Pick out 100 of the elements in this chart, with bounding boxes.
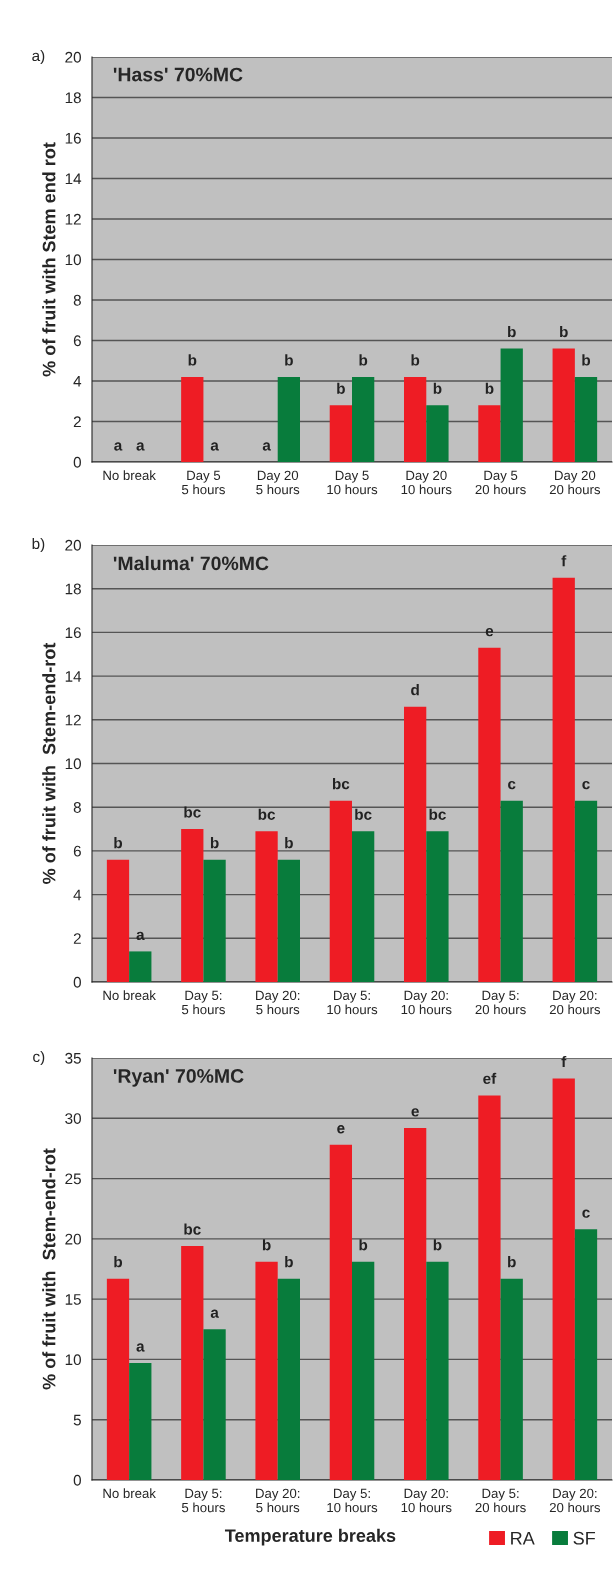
data-label: b [411,354,420,366]
x-tick-label: No break [103,1488,156,1499]
data-label: e [337,1125,345,1134]
bar [255,1261,278,1480]
bar [277,859,300,982]
bar [404,1127,427,1480]
data-label: b [285,354,293,366]
y-tick-label: 10 [65,1354,81,1366]
data-label: b [560,326,568,338]
data-label: a [114,442,123,451]
y-tick-label: 25 [65,1173,81,1185]
y-tick-label: 35 [65,1052,81,1064]
y-tick-label: 16 [65,627,81,639]
bar [277,1278,300,1480]
bar [181,1246,204,1480]
data-label: a [136,442,145,451]
data-label: b [582,354,591,366]
data-label: c [582,780,590,790]
data-label: b [508,326,516,338]
x-tick-label: Day 20: 10 hours [401,990,452,1015]
y-axis-title: % of fruit with Stem-end-rot [42,642,56,884]
y-tick-label: 20 [65,1233,81,1245]
x-tick-label: Day 20: 10 hours [401,1488,452,1513]
y-tick-label: 20 [65,51,81,63]
data-label: b [485,382,494,394]
data-label: b [114,837,123,849]
x-tick-label: Day 20 10 hours [401,470,452,495]
bar [500,348,523,462]
data-label: a [210,1309,219,1318]
bar [404,706,427,982]
x-tick-label: Day 5: 10 hours [327,1488,378,1513]
bar [478,647,501,982]
bar [426,831,449,982]
y-tick-label: 10 [65,758,81,770]
y-tick-label: 8 [73,294,81,306]
y-tick-label: 14 [65,671,82,682]
x-axis-title: Temperature breaks [224,1528,396,1546]
x-tick-label: Day 20 20 hours [549,470,601,495]
bar [478,405,501,462]
y-tick-label: 0 [73,456,81,468]
y-tick-label: 0 [73,976,81,988]
y-axis-title: % of fruit with Stem-end-rot [42,1148,56,1390]
bar [181,829,204,982]
y-tick-label: 6 [73,845,81,857]
bar [203,1329,226,1480]
data-label: f [561,555,567,567]
data-label: b [114,1256,123,1268]
bar [181,376,204,462]
x-tick-label: Day 5: 20 hours [475,990,526,1015]
y-tick-label: 30 [65,1113,81,1124]
bar [129,1363,152,1480]
data-label: a [136,1343,145,1352]
x-tick-label: Day 5 10 hours [327,470,378,495]
data-label: bc [184,806,201,818]
x-tick-label: Day 5: 5 hours [181,990,225,1015]
bar [478,1095,501,1480]
bar [203,859,226,982]
bar [106,1278,130,1480]
data-label: bc [258,808,276,820]
y-tick-label: 16 [65,132,81,144]
y-tick-label: 4 [73,889,82,901]
y-tick-label: 12 [65,213,81,225]
bar [352,376,375,462]
chart-title: 'Maluma' 70%MC [113,555,269,571]
y-tick-label: 0 [73,1474,81,1486]
data-label: b [433,382,442,394]
text: 'Ryan' 70%MC [113,1069,244,1087]
bar [129,951,152,982]
data-label: e [411,1108,419,1117]
bar [574,376,598,462]
bar [404,376,427,462]
x-tick-label: No break [103,470,156,481]
bar [329,405,352,462]
bar [552,577,575,982]
x-tick-label: Day 20: 5 hours [256,1488,300,1513]
data-label: d [411,684,419,696]
x-tick-label: No break [103,990,156,1001]
data-label: bc [429,808,446,820]
bar [552,348,575,462]
y-tick-label: 12 [65,714,81,726]
x-tick-label: Day 20: 20 hours [549,1488,601,1513]
y-tick-label: 15 [65,1294,81,1305]
bar [574,1229,598,1480]
bar [426,1261,449,1480]
data-label: b [359,354,368,366]
y-tick-label: 14 [65,173,82,185]
data-label: b [285,837,293,849]
x-tick-label: Day 5 5 hours [181,470,225,495]
y-tick-label: 18 [65,92,81,104]
y-axis-title: % of fruit with Stem end rot [42,142,56,377]
x-tick-label: Day 5: 20 hours [475,1488,526,1513]
bar [329,1144,352,1480]
data-label: b [508,1256,516,1268]
data-label: a [262,442,271,451]
y-tick-label: 4 [73,376,82,387]
y-tick-label: 5 [73,1414,81,1426]
data-label: f [561,1055,567,1067]
bar [500,800,523,982]
bar [329,800,352,982]
data-label: c [508,780,516,790]
